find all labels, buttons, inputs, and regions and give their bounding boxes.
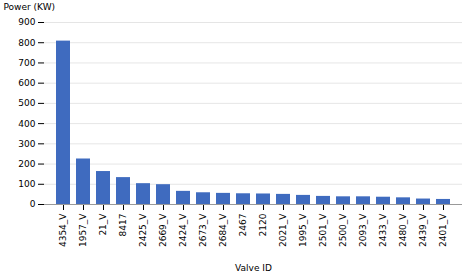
svg-text:2120: 2120 [258,213,268,236]
svg-text:2093_V: 2093_V [358,213,368,247]
svg-text:1957_V: 1957_V [78,213,88,247]
svg-text:700: 700 [18,58,35,68]
svg-text:21_V: 21_V [98,213,108,236]
svg-text:2501_V: 2501_V [318,213,328,247]
svg-text:2480_V: 2480_V [398,213,408,247]
svg-text:800: 800 [18,38,35,48]
svg-text:0: 0 [30,199,36,209]
svg-text:2669_V: 2669_V [158,213,168,247]
svg-text:2425_V: 2425_V [138,213,148,247]
svg-text:4354_V: 4354_V [58,213,68,247]
svg-text:2467: 2467 [238,214,248,237]
svg-text:2500_V: 2500_V [338,213,348,247]
svg-text:200: 200 [18,159,35,169]
svg-text:2401_V: 2401_V [438,213,448,247]
svg-text:100: 100 [18,179,35,189]
svg-text:2424_V: 2424_V [178,213,188,247]
svg-text:600: 600 [18,78,35,88]
svg-text:Valve ID: Valve ID [235,263,272,273]
svg-text:Power (KW): Power (KW) [4,2,56,12]
svg-text:2673_V: 2673_V [198,213,208,247]
svg-text:2684_V: 2684_V [218,213,228,247]
svg-text:2021_V: 2021_V [278,213,288,247]
svg-text:300: 300 [18,139,35,149]
svg-text:500: 500 [18,98,35,108]
svg-text:2439_V: 2439_V [418,213,428,247]
svg-text:1995_V: 1995_V [298,213,308,247]
svg-text:2433_V: 2433_V [378,213,388,247]
svg-text:900: 900 [18,17,35,27]
svg-text:8417: 8417 [118,214,128,237]
svg-text:400: 400 [18,118,35,128]
